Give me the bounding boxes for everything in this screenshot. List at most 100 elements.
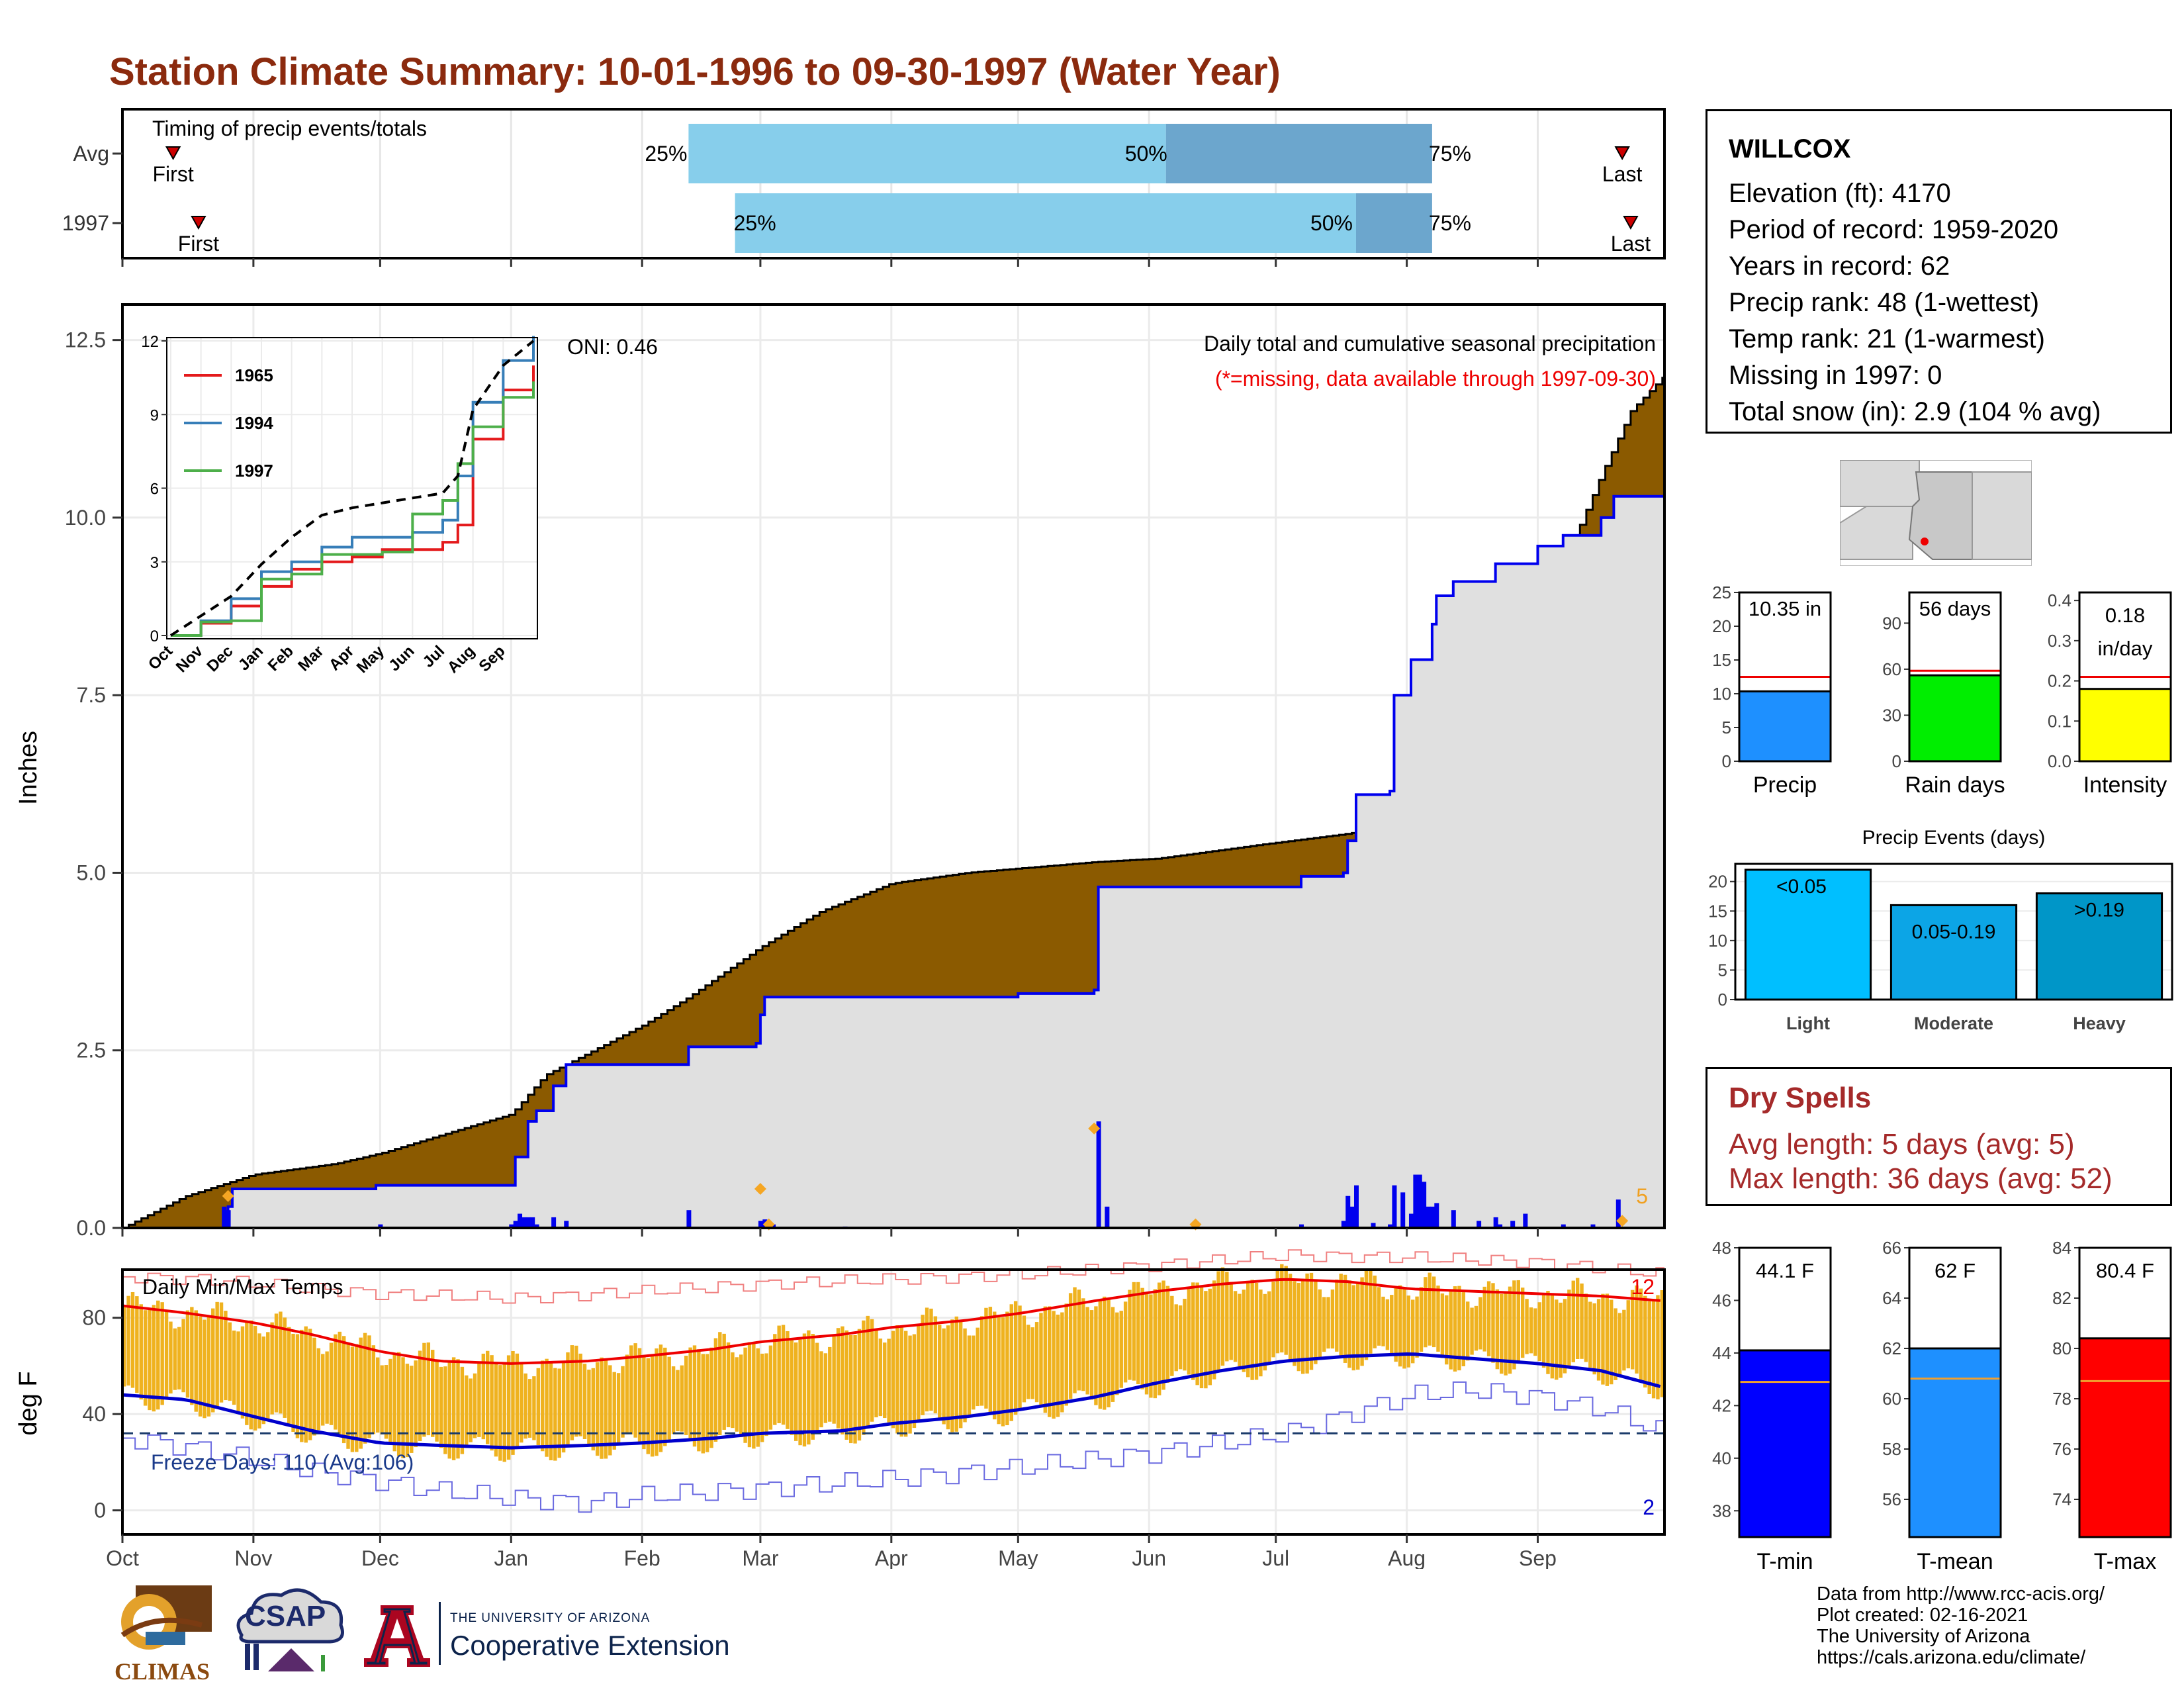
daily-temp-bar [1081,1298,1085,1391]
daily-temp-bar [958,1320,963,1429]
daily-temp-bar [1089,1310,1094,1400]
temp-label: Daily Min/Max Temps [142,1275,343,1299]
daily-temp-bar [578,1353,582,1436]
daily-precip-bar [1400,1192,1406,1228]
daily-temp-bar [414,1360,418,1448]
last-marker-icon [1614,146,1630,161]
daily-temp-bar [621,1366,625,1438]
daily-temp-bar [887,1338,891,1423]
daily-temp-bar [1424,1277,1428,1348]
daily-temp-bar [1123,1301,1128,1383]
daily-precip-bar [378,1224,383,1228]
daily-temp-bar [536,1368,541,1445]
daily-temp-bar [1351,1285,1356,1371]
daily-temp-bar [135,1296,139,1393]
first-marker-icon [165,146,181,161]
summary-ytick-label: 20 [1712,616,1731,636]
daily-precip-bar [1493,1217,1498,1228]
daily-temp-bar [1280,1264,1284,1353]
daily-temp-bar [1246,1283,1250,1378]
daily-precip-bar [226,1210,231,1228]
timing-q50-label: 50% [1125,142,1167,165]
daily-temp-bar [439,1366,443,1448]
daily-temp-bar [786,1331,790,1429]
daily-temp-bar [1373,1276,1377,1348]
daily-temp-bar [629,1345,633,1434]
summary-ytick-label: 0.0 [2048,751,2071,771]
daily-temp-bar [422,1342,426,1437]
daily-temp-bar [1060,1312,1064,1413]
daily-temp-bar [1571,1280,1575,1362]
csap-wordmark: CSAP [245,1600,326,1632]
daily-temp-bar [380,1365,384,1435]
daily-precip-bar [530,1217,535,1228]
daily-temp-bar [997,1317,1001,1425]
daily-temp-bar [1305,1273,1309,1374]
events-ytick-label: 10 [1708,931,1727,951]
footer-plot-created: Plot created: 02-16-2021 [1817,1605,2028,1626]
record-precip-marker [754,1182,766,1195]
daily-temp-bar [718,1332,722,1435]
daily-temp-bar [722,1333,726,1430]
events-ytick-label: 5 [1718,960,1727,980]
daily-temp-bar [866,1315,870,1429]
daily-temp-bar [198,1316,203,1417]
daily-temp-bar [122,1305,126,1387]
intensity-frame [2078,591,2172,763]
precip-ytick-label: 12.5 [65,328,106,352]
precip-frame [1738,591,1832,763]
daily-precip-bar [1354,1185,1359,1228]
footer: Data from http://www.rcc-acis.org/ Plot … [1817,1583,2105,1668]
daily-temp-bar [1335,1280,1339,1352]
daily-temp-bar [874,1329,878,1418]
daily-temp-bar [1191,1282,1195,1380]
daily-temp-bar [878,1338,883,1417]
daily-temp-bar [1377,1287,1381,1346]
daily-temp-bar [388,1358,392,1445]
daily-temp-bar [663,1347,667,1446]
daily-temp-bar [570,1345,574,1440]
daily-temp-bar [1098,1299,1103,1409]
daily-temp-bar [1504,1293,1508,1376]
daily-temp-bar [697,1349,701,1452]
intensity-bar [2078,688,2172,763]
daily-temp-bar [350,1346,355,1452]
daily-temp-bar [473,1373,477,1438]
daily-temp-bar [582,1364,587,1439]
daily-temp-bar [1622,1309,1626,1371]
daily-temp-bar [325,1351,329,1424]
month-label: Nov [234,1546,272,1569]
daily-temp-bar [1140,1288,1144,1389]
daily-temp-bar [1187,1289,1191,1375]
daily-temp-bar [1216,1271,1220,1373]
events-bar-heavy [2035,892,2163,1001]
footer-university: The University of Arizona [1817,1626,2030,1647]
daily-temp-bar [431,1350,435,1437]
footer-data-source: Data from http://www.rcc-acis.org/ [1817,1583,2105,1605]
daily-temp-bar [143,1310,148,1406]
dry-spells-avg: Avg length: 5 days (avg: 5) [1729,1128,2075,1160]
daily-temp-bar [126,1295,130,1386]
first-marker-icon [191,216,206,230]
daily-temp-bar [688,1347,692,1441]
intensity-label: Intensity [2083,773,2167,798]
daily-temp-bar [701,1354,705,1454]
daily-temp-bar [215,1301,219,1407]
summary-ytick-label: 90 [1882,613,1901,633]
daily-precip-bar [1388,1224,1393,1228]
inset-lines [169,336,535,637]
daily-precip-bar [1523,1213,1528,1228]
daily-temp-bar [798,1339,802,1446]
daily-precip-bar [1510,1221,1516,1228]
daily-precip-bar [1105,1206,1110,1228]
daily-temp-bar [1275,1270,1280,1354]
daily-precip-bar [1422,1182,1427,1228]
daily-temp-bar [363,1333,367,1444]
daily-temp-bar [1039,1313,1043,1407]
daily-temp-bar [908,1335,912,1434]
timing-bar-q25-q50 [735,193,1356,253]
timing-bar-q50-q75 [1356,193,1432,253]
daily-temp-bar [705,1354,709,1452]
precip-ytick-label: 7.5 [77,683,106,707]
daily-temp-bar [1605,1293,1610,1386]
